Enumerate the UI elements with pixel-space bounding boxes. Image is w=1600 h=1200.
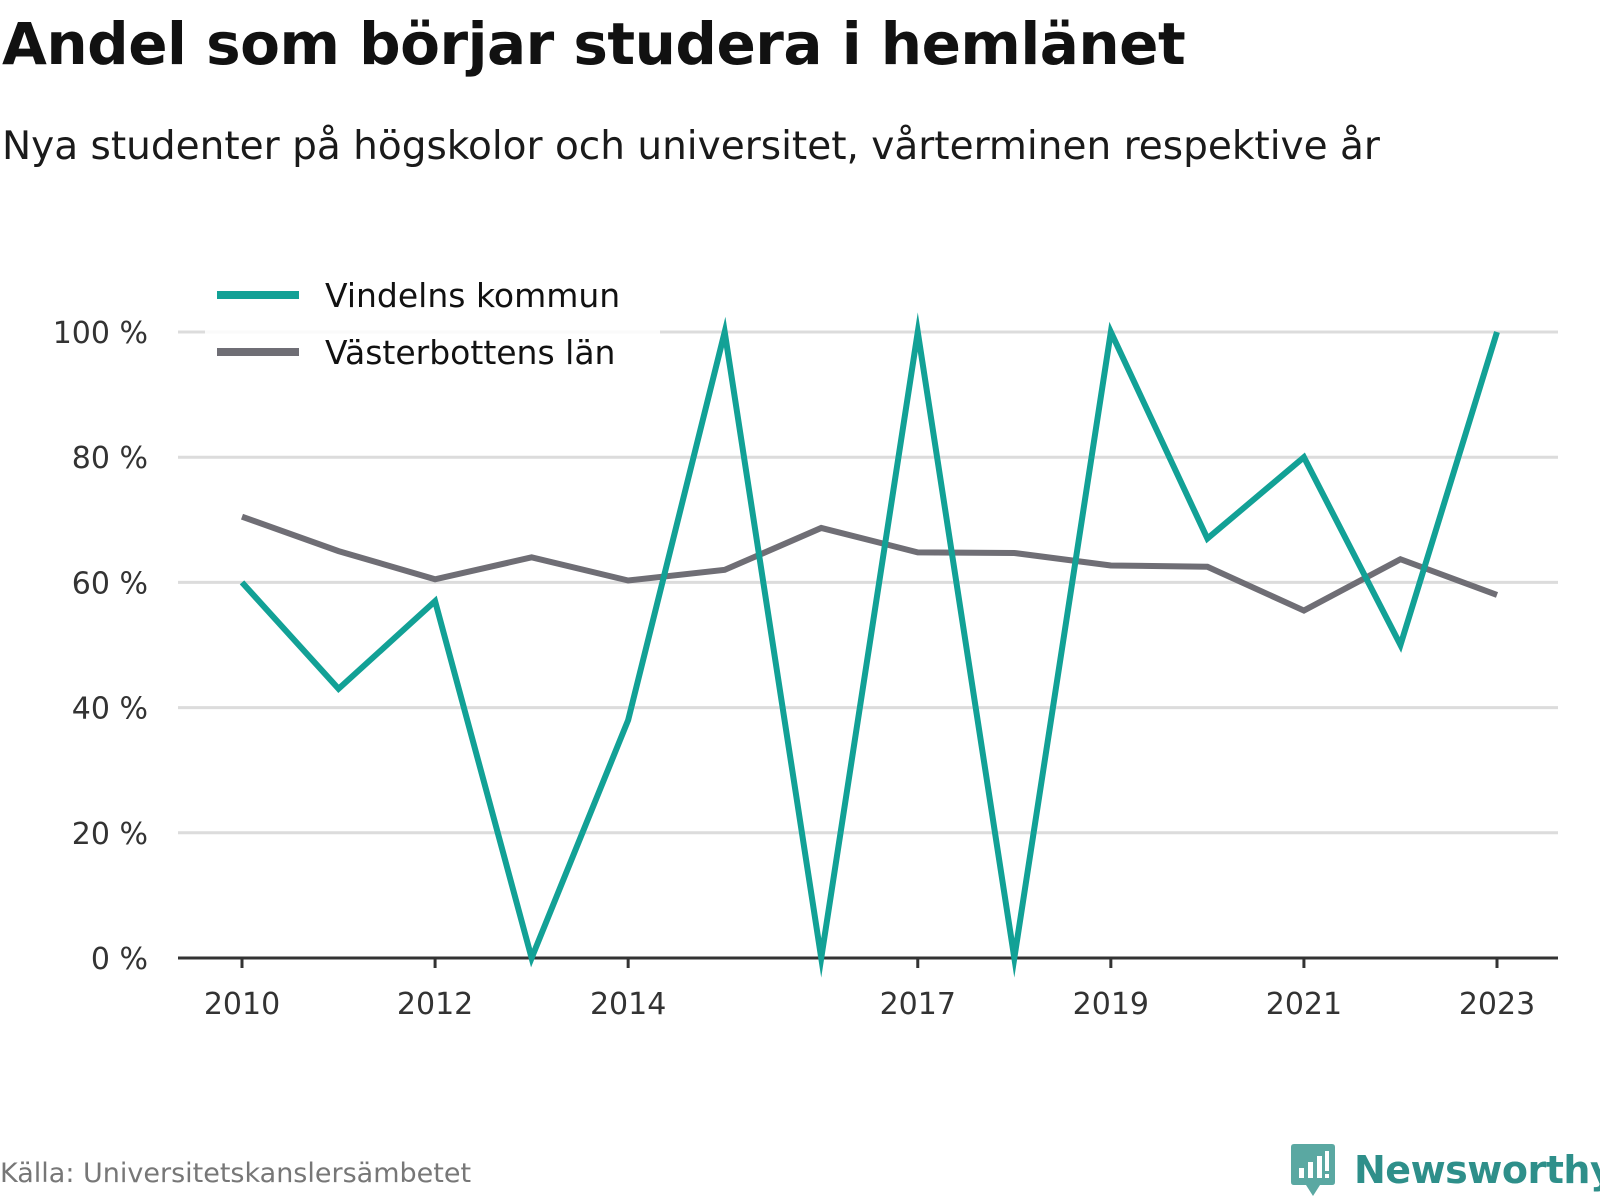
legend-background: [205, 268, 660, 380]
y-tick-label: 100 %: [53, 316, 148, 351]
series-line: [240, 513, 1499, 614]
chart-title: Andel som börjar studera i hemlänet: [2, 10, 1186, 78]
legend-label: Västerbottens län: [325, 333, 615, 372]
y-tick-label: 20 %: [72, 817, 148, 852]
x-axis-tick-labels: 2010 2012 2014 2017 2019 2021 2023: [204, 958, 1535, 1022]
chart-subtitle: Nya studenter på högskolor och universit…: [2, 124, 1380, 169]
x-tick-label: 2014: [590, 987, 666, 1022]
y-tick-label: 60 %: [72, 566, 148, 601]
bar-chart-speech-bubble-icon: [1291, 1144, 1335, 1196]
y-axis-tick-labels: 0 % 20 % 40 % 60 % 80 % 100 %: [53, 316, 148, 977]
series-line: [239, 312, 1500, 978]
source-note: Källa: Universitetskanslersämbetet: [0, 1158, 472, 1189]
legend-label: Vindelns kommun: [325, 276, 620, 315]
x-tick-label: 2019: [1073, 987, 1149, 1022]
x-tick-label: 2023: [1459, 987, 1535, 1022]
y-tick-label: 80 %: [72, 441, 148, 476]
y-tick-label: 40 %: [72, 692, 148, 727]
line-chart: 0 %20 %40 %60 %80 %100 % 2010 2012 2014 201…: [52, 268, 1558, 1022]
x-tick-label: 2012: [397, 987, 473, 1022]
x-tick-label: 2017: [880, 987, 956, 1022]
brand-name: Newsworthy: [1354, 1148, 1600, 1192]
series-lines: [239, 312, 1500, 978]
x-tick-label: 2010: [204, 987, 280, 1022]
brand-logo: Newsworthy: [1290, 1140, 1600, 1200]
legend: Vindelns kommun Västerbottens län: [205, 268, 660, 380]
y-tick-label: 0 %: [91, 942, 148, 977]
x-tick-label: 2021: [1266, 987, 1342, 1022]
